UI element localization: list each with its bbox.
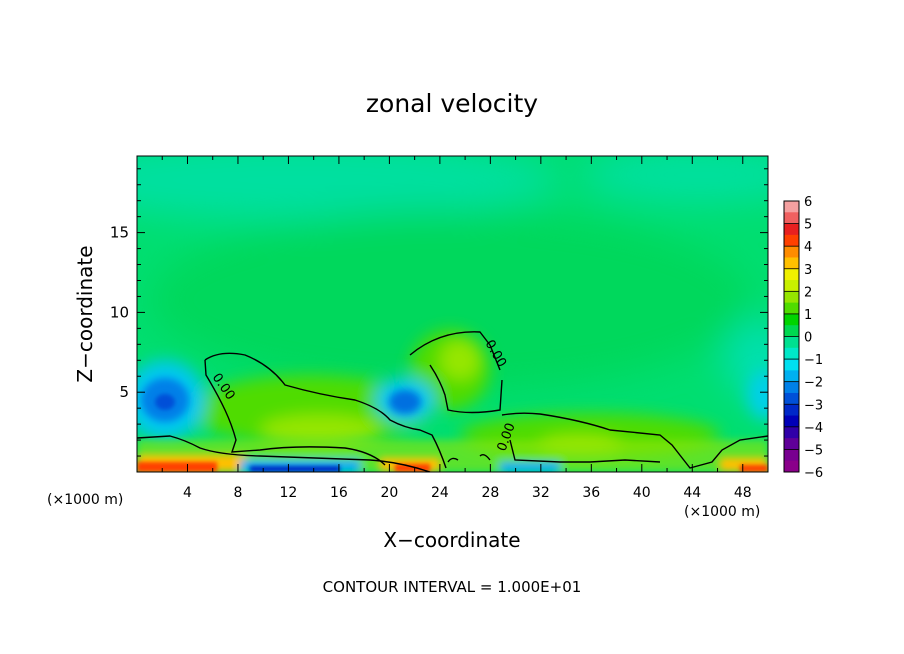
x-axis-label: X−coordinate <box>383 528 520 552</box>
colorbar-swatch <box>784 268 799 281</box>
chart-title: zonal velocity <box>366 89 538 118</box>
x-tick-label: 4 <box>183 485 192 501</box>
colorbar-swatch <box>784 460 799 473</box>
contour-interval-note: CONTOUR INTERVAL = 1.000E+01 <box>323 578 582 596</box>
x-tick-label: 36 <box>582 485 600 501</box>
colorbar-label: 6 <box>804 195 812 210</box>
colorbar-label: −1 <box>804 353 823 368</box>
colorbar-swatch <box>784 212 799 225</box>
y-axis-label: Z−coordinate <box>73 245 97 382</box>
x-tick-label: 20 <box>380 485 398 501</box>
x-tick-label: 44 <box>683 485 701 501</box>
x-unit-right: (×1000 m) <box>684 504 760 520</box>
colorbar-label: 1 <box>804 308 812 323</box>
colorbar-label: 3 <box>804 263 812 278</box>
colorbar-swatch <box>784 426 799 439</box>
x-axis: 4 8 12 16 20 24 28 32 36 40 44 48 <box>161 156 752 501</box>
heatmap-field <box>137 156 768 472</box>
colorbar-label: 4 <box>804 240 812 255</box>
colorbar-label: 5 <box>804 218 812 233</box>
colorbar-label: 2 <box>804 285 812 300</box>
colorbar-swatch <box>784 336 799 349</box>
colorbar-swatch <box>784 280 799 292</box>
colorbar-label: −2 <box>804 376 823 391</box>
colorbar: 6 5 4 3 2 1 0 −1 −2 −3 −4 −5 −6 <box>783 195 823 481</box>
y-tick-label: 5 <box>119 383 129 401</box>
colorbar-swatch <box>784 257 799 270</box>
x-tick-label: 16 <box>330 485 348 501</box>
y-axis: 5 10 15 <box>110 168 768 457</box>
colorbar-swatch <box>784 313 799 326</box>
contour-lines <box>137 331 768 472</box>
colorbar-swatch <box>784 415 799 428</box>
x-tick-label: 40 <box>633 485 651 501</box>
colorbar-label: −5 <box>804 443 823 458</box>
y-tick-label: 15 <box>110 224 129 242</box>
colorbar-label: 0 <box>804 331 812 346</box>
colorbar-swatch <box>784 404 799 417</box>
colorbar-swatch <box>784 359 799 371</box>
x-tick-label: 32 <box>532 485 550 501</box>
colorbar-swatch <box>784 381 799 394</box>
colorbar-swatch <box>784 291 799 304</box>
colorbar-swatch <box>784 223 799 236</box>
x-tick-label: 12 <box>280 485 298 501</box>
colorbar-label: −6 <box>804 466 823 481</box>
colorbar-swatch <box>784 392 799 405</box>
colorbar-swatch <box>784 201 799 213</box>
y-tick-label: 10 <box>110 303 129 321</box>
colorbar-swatch <box>784 302 799 315</box>
x-unit-left: (×1000 m) <box>47 492 123 508</box>
colorbar-swatch <box>784 234 799 247</box>
colorbar-swatch <box>784 449 799 462</box>
colorbar-swatch <box>784 325 799 337</box>
x-tick-label: 28 <box>481 485 499 501</box>
colorbar-swatch <box>784 246 799 258</box>
colorbar-swatch <box>784 438 799 450</box>
plot-frame <box>136 155 769 473</box>
colorbar-label: −4 <box>804 421 823 436</box>
x-tick-label: 24 <box>431 485 449 501</box>
colorbar-label: −3 <box>804 398 823 413</box>
colorbar-swatch <box>784 347 799 360</box>
x-tick-label: 8 <box>233 485 242 501</box>
x-tick-label: 48 <box>734 485 752 501</box>
colorbar-swatch <box>784 370 799 383</box>
